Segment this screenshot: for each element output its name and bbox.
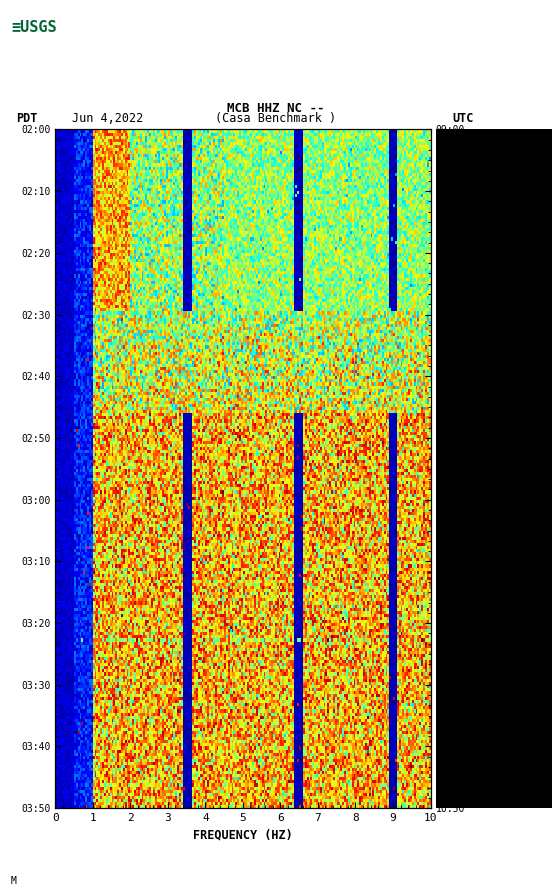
Text: M: M [11,876,17,886]
Text: ≡USGS: ≡USGS [11,20,57,35]
Text: MCB HHZ NC --: MCB HHZ NC -- [227,103,325,115]
Text: PDT: PDT [17,113,38,125]
X-axis label: FREQUENCY (HZ): FREQUENCY (HZ) [193,829,293,841]
Text: UTC: UTC [453,113,474,125]
Text: Jun 4,2022: Jun 4,2022 [72,113,143,125]
Text: (Casa Benchmark ): (Casa Benchmark ) [215,113,337,125]
